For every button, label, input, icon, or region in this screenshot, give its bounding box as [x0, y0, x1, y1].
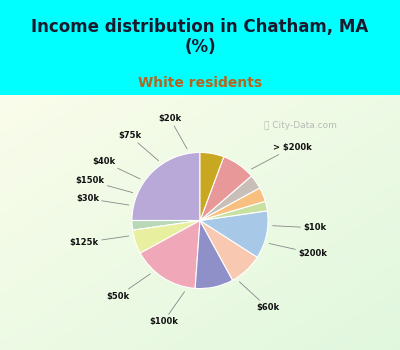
Text: $30k: $30k [76, 194, 129, 205]
Wedge shape [200, 157, 252, 220]
Wedge shape [132, 153, 200, 220]
Text: ⓘ City-Data.com: ⓘ City-Data.com [264, 121, 336, 130]
Wedge shape [200, 201, 267, 220]
Text: White residents: White residents [138, 76, 262, 90]
Wedge shape [140, 220, 200, 288]
Wedge shape [133, 220, 200, 253]
Wedge shape [200, 153, 224, 220]
Text: $40k: $40k [92, 157, 140, 179]
Text: $50k: $50k [106, 274, 150, 301]
Text: > $200k: > $200k [252, 143, 312, 169]
Text: Income distribution in Chatham, MA
(%): Income distribution in Chatham, MA (%) [31, 18, 369, 56]
Text: $20k: $20k [158, 114, 187, 149]
Wedge shape [132, 220, 200, 230]
Text: $10k: $10k [273, 223, 326, 232]
Wedge shape [200, 211, 268, 257]
Text: $150k: $150k [76, 176, 133, 193]
Text: $100k: $100k [149, 292, 184, 326]
Text: $60k: $60k [239, 282, 279, 312]
Wedge shape [200, 220, 257, 280]
Wedge shape [200, 176, 260, 220]
Text: $75k: $75k [118, 131, 158, 161]
Text: $125k: $125k [70, 236, 129, 247]
Wedge shape [195, 220, 233, 288]
Text: $200k: $200k [269, 244, 327, 258]
Wedge shape [200, 188, 265, 220]
